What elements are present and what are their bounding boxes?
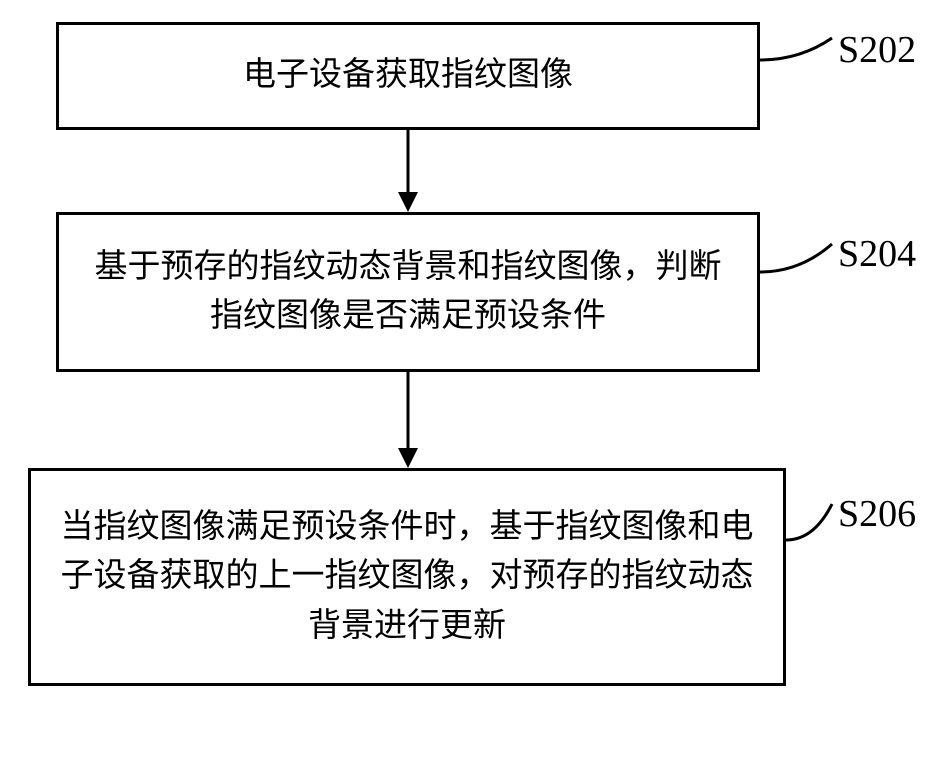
callout-line-s206 [0, 0, 951, 776]
step-label-s206: S206 [838, 492, 916, 536]
flowchart-canvas: 电子设备获取指纹图像 S202 基于预存的指纹动态背景和指纹图像，判断指纹图像是… [0, 0, 951, 776]
